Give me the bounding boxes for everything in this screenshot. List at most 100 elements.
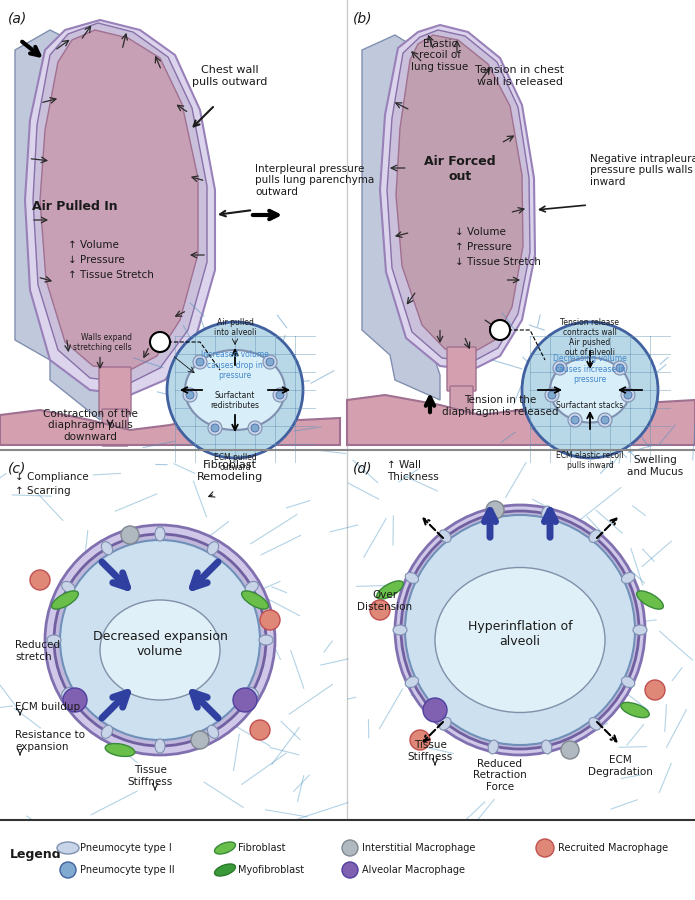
Ellipse shape — [242, 591, 268, 609]
Text: Tension in chest
wall is released: Tension in chest wall is released — [475, 66, 564, 87]
Ellipse shape — [488, 506, 498, 520]
Ellipse shape — [550, 357, 630, 422]
Text: Fibroblast
Remodeling: Fibroblast Remodeling — [197, 461, 263, 482]
Circle shape — [613, 361, 627, 375]
Ellipse shape — [62, 581, 75, 592]
Circle shape — [63, 688, 87, 712]
Text: Chest wall
pulls outward: Chest wall pulls outward — [193, 66, 268, 87]
Circle shape — [211, 424, 219, 432]
Text: Myofibroblast: Myofibroblast — [238, 865, 304, 875]
Circle shape — [233, 688, 257, 712]
Text: ECM
Degradation: ECM Degradation — [587, 755, 653, 777]
Text: Swelling
and Mucus: Swelling and Mucus — [627, 455, 683, 477]
Text: Air Forced
out: Air Forced out — [424, 155, 496, 183]
Ellipse shape — [439, 717, 451, 730]
Text: ↓ Compliance: ↓ Compliance — [15, 472, 89, 482]
Text: Negative intrapleural
pressure pulls walls
inward: Negative intrapleural pressure pulls wal… — [590, 154, 695, 187]
Bar — [347, 450, 695, 820]
Polygon shape — [362, 35, 440, 400]
Ellipse shape — [405, 515, 635, 745]
Circle shape — [621, 388, 635, 402]
Ellipse shape — [101, 542, 113, 554]
Text: Reduced
Retraction
Force: Reduced Retraction Force — [473, 759, 527, 792]
Circle shape — [616, 364, 624, 372]
Polygon shape — [380, 25, 535, 370]
Ellipse shape — [637, 591, 663, 609]
Circle shape — [251, 424, 259, 432]
Circle shape — [556, 364, 564, 372]
Ellipse shape — [207, 725, 218, 738]
Circle shape — [410, 730, 430, 750]
Ellipse shape — [589, 530, 600, 543]
Ellipse shape — [621, 572, 635, 583]
Text: Decreasing volume
causes increase in
pressure: Decreasing volume causes increase in pre… — [553, 355, 627, 384]
Ellipse shape — [45, 525, 275, 755]
Text: ↑ Tissue Stretch: ↑ Tissue Stretch — [68, 270, 154, 280]
Ellipse shape — [405, 677, 418, 688]
Circle shape — [208, 421, 222, 435]
Circle shape — [624, 391, 632, 399]
Circle shape — [571, 416, 579, 424]
Text: (d): (d) — [353, 462, 373, 476]
Ellipse shape — [62, 688, 75, 698]
Circle shape — [601, 416, 609, 424]
Circle shape — [342, 862, 358, 878]
Circle shape — [60, 862, 76, 878]
Circle shape — [193, 355, 207, 369]
Bar — [347, 0, 695, 450]
Ellipse shape — [215, 842, 236, 854]
Ellipse shape — [405, 572, 418, 583]
Ellipse shape — [589, 717, 600, 730]
Circle shape — [490, 320, 510, 340]
Text: (c): (c) — [8, 462, 26, 476]
Text: (b): (b) — [353, 12, 373, 26]
Ellipse shape — [155, 739, 165, 753]
Text: Over
Distension: Over Distension — [357, 590, 413, 612]
Text: Tissue
Stiffness: Tissue Stiffness — [407, 741, 452, 762]
Ellipse shape — [393, 625, 407, 635]
Text: Tension in the
diaphragm is released: Tension in the diaphragm is released — [442, 395, 558, 417]
Circle shape — [645, 680, 665, 700]
Polygon shape — [347, 395, 695, 445]
Ellipse shape — [633, 625, 647, 635]
FancyBboxPatch shape — [450, 386, 473, 420]
Text: Air pushed
out of alveoli: Air pushed out of alveoli — [565, 338, 615, 357]
Text: Legend: Legend — [10, 848, 62, 861]
Ellipse shape — [541, 740, 552, 754]
Text: (a): (a) — [8, 12, 27, 26]
Circle shape — [342, 840, 358, 856]
Ellipse shape — [101, 725, 113, 738]
Ellipse shape — [621, 702, 649, 717]
Circle shape — [150, 332, 170, 352]
Polygon shape — [25, 20, 215, 395]
Text: Contraction of the
diaphragm pulls
downward: Contraction of the diaphragm pulls downw… — [42, 409, 138, 442]
Circle shape — [561, 741, 579, 759]
Ellipse shape — [155, 527, 165, 541]
Ellipse shape — [401, 511, 639, 749]
Ellipse shape — [488, 740, 498, 754]
Text: Hyperinflation of
alveoli: Hyperinflation of alveoli — [468, 620, 572, 648]
Circle shape — [167, 322, 303, 458]
Text: ECM pulled
outward: ECM pulled outward — [213, 453, 256, 472]
Ellipse shape — [185, 350, 285, 430]
Circle shape — [486, 501, 504, 519]
Text: Air pulled
into alveoli: Air pulled into alveoli — [214, 318, 256, 337]
Ellipse shape — [377, 580, 403, 599]
Ellipse shape — [439, 530, 451, 543]
Ellipse shape — [54, 534, 266, 746]
Text: Resistance to
expansion: Resistance to expansion — [15, 731, 85, 752]
Text: ↑ Volume: ↑ Volume — [68, 240, 119, 250]
Polygon shape — [40, 30, 198, 370]
Circle shape — [196, 358, 204, 366]
Circle shape — [423, 698, 447, 722]
Text: Walls expand
stretching cells: Walls expand stretching cells — [74, 333, 132, 352]
Text: ↑ Wall
Thickness: ↑ Wall Thickness — [387, 461, 439, 482]
Ellipse shape — [541, 506, 552, 520]
Text: Recruited Macrophage: Recruited Macrophage — [558, 843, 668, 853]
Circle shape — [598, 413, 612, 427]
Text: Interstitial Macrophage: Interstitial Macrophage — [362, 843, 475, 853]
Text: ECM elastic recoil
pulls inward: ECM elastic recoil pulls inward — [556, 451, 623, 470]
Bar — [0, 450, 347, 820]
Polygon shape — [33, 23, 207, 383]
FancyBboxPatch shape — [102, 409, 128, 446]
